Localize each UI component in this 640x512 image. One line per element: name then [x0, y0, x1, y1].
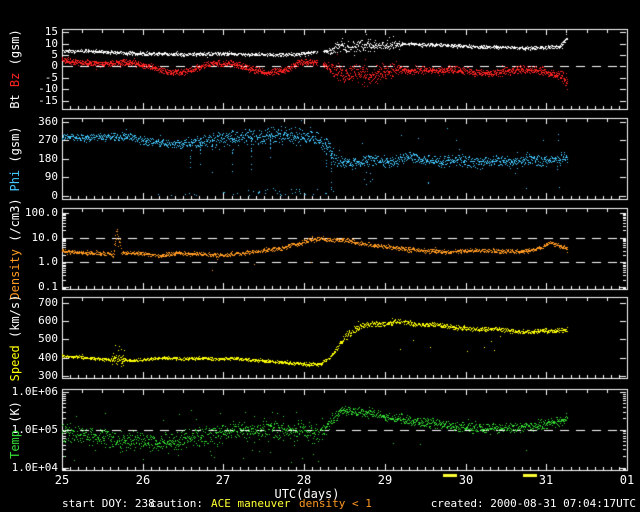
y-axis-label: Temp (K) [8, 401, 22, 459]
x-axis-title: UTC(days) [274, 487, 340, 501]
y-tick-label: 90 [44, 170, 58, 183]
y-axis-label-part: Bt [8, 87, 22, 109]
y-axis-label-part: Phi [8, 162, 22, 192]
x-tick-label: 30 [458, 473, 474, 487]
caution-label: caution: [150, 497, 203, 510]
y-tick-label: 270 [38, 133, 58, 146]
y-axis-label-part: Density [8, 241, 22, 300]
caution-maneuver-text: ACE maneuver [211, 497, 291, 510]
x-tick-label: 29 [377, 473, 393, 487]
y-axis-label: Phi (gsm) [8, 126, 22, 191]
y-axis-label-part: (gsm) [8, 29, 22, 66]
y-axis-label: Bt Bz (gsm) [8, 29, 22, 109]
y-tick-label: -10 [38, 82, 58, 95]
y-tick-label: 0 [51, 189, 58, 202]
y-tick-label: 15 [44, 25, 58, 38]
y-tick-label: 1.0E+06 [11, 385, 58, 398]
start-doy-text: start DOY: 238 [62, 497, 155, 510]
caution-density-text: density < 1 [299, 497, 372, 510]
footer: start DOY: 238 caution: ACE maneuver den… [0, 497, 640, 511]
y-tick-label: 600 [38, 314, 58, 327]
y-tick-label: 100.0 [24, 206, 58, 219]
y-tick-label: 1.0 [38, 255, 58, 268]
y-tick-label: 1.0E+05 [11, 423, 58, 436]
x-tick-label: 26 [135, 473, 151, 487]
x-tick-label: 28 [296, 473, 312, 487]
y-tick-label: 700 [38, 296, 58, 309]
x-tick-label: 01 [619, 473, 635, 487]
y-tick-label: 0 [51, 59, 58, 72]
y-tick-label: 10.0 [31, 231, 59, 244]
y-axis-label-part: Temp [8, 422, 22, 459]
y-tick-label: 1.0E+04 [11, 461, 58, 474]
y-tick-label: 500 [38, 332, 58, 345]
x-tick-label: 31 [538, 473, 554, 487]
y-tick-label: 400 [38, 351, 58, 364]
created-timestamp: created: 2000-08-31 07:04:17UTC [430, 497, 636, 510]
y-axis-label-part: Bz [8, 65, 22, 88]
y-axis-label-part: (K) [8, 400, 22, 423]
x-tick-label: 25 [54, 473, 70, 487]
y-tick-label: -5 [44, 71, 58, 84]
y-axis-label-part: (km/s) [8, 294, 22, 338]
y-axis-label: Speed (km/s) [8, 294, 22, 381]
y-tick-label: 360 [38, 115, 58, 128]
y-tick-label: 5 [51, 48, 58, 61]
y-axis-label: Density (/cm3) [8, 198, 22, 299]
y-tick-label: 0.1 [38, 280, 58, 293]
x-tick-label: 27 [215, 473, 231, 487]
y-axis-label-part: (/cm3) [8, 197, 22, 242]
y-axis-label-part: Speed [8, 337, 22, 381]
y-tick-label: 10 [44, 37, 58, 50]
y-tick-label: -15 [38, 94, 58, 107]
y-tick-label: 300 [38, 369, 58, 382]
y-axis-label-part: (gsm) [8, 125, 22, 163]
y-tick-label: 180 [38, 152, 58, 165]
